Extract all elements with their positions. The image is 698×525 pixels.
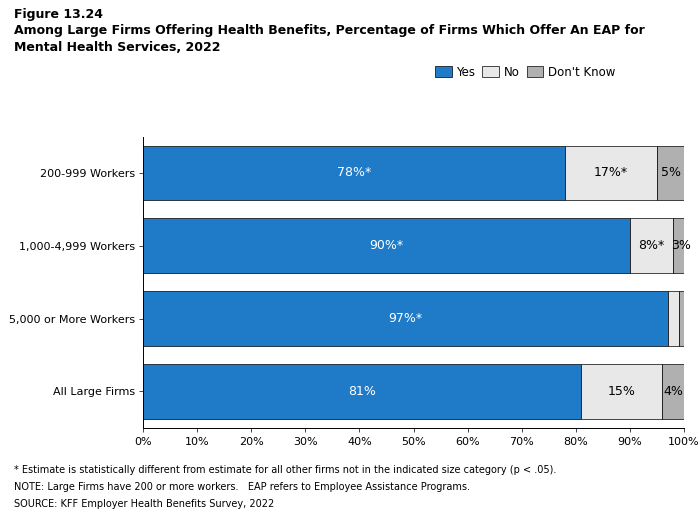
Text: 81%: 81% [348,385,376,398]
Text: 17%*: 17%* [594,166,628,180]
Bar [630,218,673,273]
Text: 3%: 3% [671,239,691,253]
Text: 15%: 15% [608,385,636,398]
Text: 97%*: 97%* [388,312,422,325]
Text: 4%: 4% [663,385,683,398]
Text: * Estimate is statistically different from estimate for all other firms not in t: * Estimate is statistically different fr… [14,465,556,475]
Bar [143,291,668,346]
Bar [565,145,657,200]
Text: 5%: 5% [660,166,681,180]
Text: NOTE: Large Firms have 200 or more workers.   EAP refers to Employee Assistance : NOTE: Large Firms have 200 or more worke… [14,482,470,492]
Bar [668,291,678,346]
Text: Among Large Firms Offering Health Benefits, Percentage of Firms Which Offer An E: Among Large Firms Offering Health Benefi… [14,24,645,37]
Text: Figure 13.24: Figure 13.24 [14,8,103,21]
Bar [581,364,662,419]
Bar [143,218,630,273]
Text: 8%*: 8%* [639,239,664,253]
Bar [678,291,684,346]
Bar [673,218,690,273]
Bar [657,145,684,200]
Bar [143,364,581,419]
Text: 90%*: 90%* [369,239,403,253]
Legend: Yes, No, Don't Know: Yes, No, Don't Know [430,61,620,83]
Text: 78%*: 78%* [337,166,371,180]
Bar [662,364,684,419]
Bar [143,145,565,200]
Text: SOURCE: KFF Employer Health Benefits Survey, 2022: SOURCE: KFF Employer Health Benefits Sur… [14,499,274,509]
Text: Mental Health Services, 2022: Mental Health Services, 2022 [14,41,221,54]
